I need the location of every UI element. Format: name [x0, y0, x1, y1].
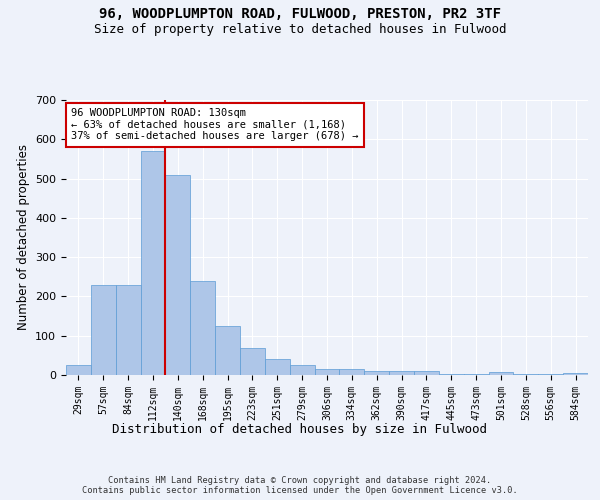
Bar	[314, 369, 340, 375]
Bar	[240, 348, 265, 375]
Bar	[166, 174, 190, 375]
Bar	[290, 365, 314, 375]
Bar	[116, 284, 140, 375]
Bar	[190, 280, 215, 375]
Text: Size of property relative to detached houses in Fulwood: Size of property relative to detached ho…	[94, 22, 506, 36]
Bar	[265, 360, 290, 375]
Bar	[340, 369, 364, 375]
Bar	[364, 371, 389, 375]
Bar	[563, 373, 588, 375]
Y-axis label: Number of detached properties: Number of detached properties	[17, 144, 29, 330]
Bar	[514, 374, 538, 375]
Bar	[91, 284, 116, 375]
Text: Distribution of detached houses by size in Fulwood: Distribution of detached houses by size …	[113, 422, 487, 436]
Bar	[140, 151, 166, 375]
Bar	[215, 326, 240, 375]
Bar	[414, 371, 439, 375]
Bar	[66, 365, 91, 375]
Bar	[464, 374, 488, 375]
Text: 96, WOODPLUMPTON ROAD, FULWOOD, PRESTON, PR2 3TF: 96, WOODPLUMPTON ROAD, FULWOOD, PRESTON,…	[99, 8, 501, 22]
Bar	[538, 374, 563, 375]
Text: 96 WOODPLUMPTON ROAD: 130sqm
← 63% of detached houses are smaller (1,168)
37% of: 96 WOODPLUMPTON ROAD: 130sqm ← 63% of de…	[71, 108, 359, 142]
Bar	[439, 374, 464, 375]
Text: Contains HM Land Registry data © Crown copyright and database right 2024.
Contai: Contains HM Land Registry data © Crown c…	[82, 476, 518, 495]
Bar	[488, 372, 514, 375]
Bar	[389, 371, 414, 375]
